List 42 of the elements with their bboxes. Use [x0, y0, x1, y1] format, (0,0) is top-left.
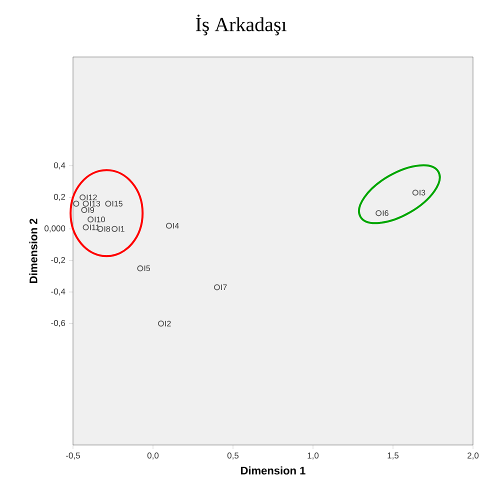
point — [112, 226, 118, 232]
annotation: I12 — [86, 194, 97, 200]
point — [81, 206, 88, 214]
annotation: I4 — [173, 223, 179, 229]
point — [82, 224, 89, 230]
point — [214, 284, 220, 290]
y-tick-label: -0,6 — [51, 320, 66, 328]
chart-title: İş Arkadaşı — [196, 14, 286, 36]
point — [82, 200, 89, 207]
x-tick-label: 2,0 — [468, 452, 479, 460]
point — [105, 200, 112, 207]
annotation: I9 — [88, 207, 94, 213]
annotation: I1 — [118, 226, 124, 232]
point — [166, 222, 172, 229]
x-tick-label: 0,0 — [147, 452, 159, 460]
y-axis-title: Dimension 2 — [29, 218, 38, 283]
x-tick-label: 1,5 — [388, 452, 399, 460]
x-tick-label: 0,5 — [227, 452, 239, 460]
y-tick-label: -0,2 — [51, 256, 66, 264]
annotation: I8 — [104, 226, 110, 232]
annotation: I2 — [165, 320, 171, 326]
point — [80, 194, 86, 200]
annotation: I10 — [94, 216, 105, 222]
point — [376, 210, 382, 216]
y-tick-label: -0,4 — [51, 288, 66, 296]
point — [88, 216, 94, 222]
point — [412, 190, 418, 196]
y-tick-label: 0,2 — [54, 194, 66, 201]
point — [137, 265, 144, 272]
point — [158, 320, 164, 327]
annotation: I5 — [144, 266, 150, 272]
annotation: I6 — [382, 210, 388, 216]
annotation: I13 — [90, 200, 100, 207]
point — [73, 200, 80, 207]
x-tick-label: 1,0 — [308, 452, 319, 460]
y-tick-label: 0,4 — [54, 162, 66, 170]
x-axis-title: Dimension 1 — [241, 466, 306, 474]
y-tick-label: 0,000 — [44, 225, 66, 232]
annotation: I3 — [420, 190, 426, 196]
annotation: I15 — [112, 200, 122, 206]
annotation: I7 — [221, 284, 227, 290]
x-tick-label: -0,5 — [66, 452, 80, 460]
